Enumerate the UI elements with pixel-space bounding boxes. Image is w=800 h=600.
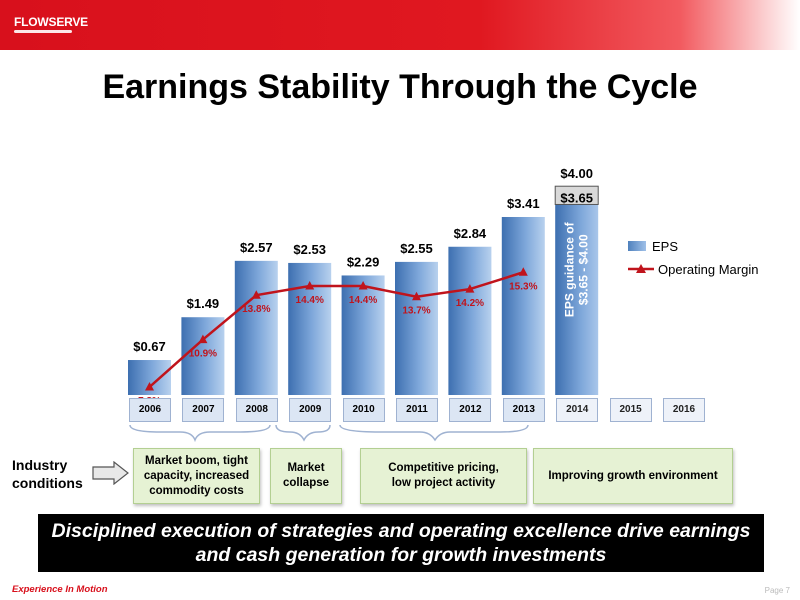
margin-label-2012: 14.2% — [456, 298, 484, 309]
message-banner: Disciplined execution of strategies and … — [38, 514, 764, 572]
condition-market-collapse: Market collapse — [270, 448, 342, 504]
legend-margin-line-icon — [628, 264, 654, 273]
flowserve-logo: FLOWSERVE — [14, 15, 88, 29]
eps-label-2012: $2.84 — [454, 226, 487, 241]
legend-item-eps: EPS — [628, 236, 758, 256]
eps-guidance-range — [554, 185, 599, 205]
eps-label-2010: $2.29 — [347, 254, 380, 269]
eps-bar-2010 — [341, 275, 385, 395]
year-label-2013: 2013 — [502, 398, 545, 422]
year-label-2016: 2016 — [663, 398, 705, 422]
chart-legend: EPS Operating Margin — [628, 236, 758, 282]
industry-conditions-text: Industry conditions — [12, 457, 83, 491]
header-bar: FLOWSERVE — [0, 0, 800, 50]
eps-label-2013: $3.41 — [507, 196, 540, 211]
year-label-2006: 2006 — [129, 398, 171, 422]
eps-bar-2008 — [234, 260, 278, 395]
operating-margin-line — [148, 271, 524, 388]
year-label-2009: 2009 — [289, 398, 332, 422]
margin-marker-2007 — [198, 334, 208, 344]
eps-label-2009: $2.53 — [293, 242, 326, 257]
eps-guidance-high-label: $4.00 — [560, 166, 593, 181]
eps-chart: $0.67 $1.49 $2.57 $2.53 $2.29 $2.55 $2.84 $3.41… — [128, 166, 599, 400]
condition-market-boom: Market boom, tight capacity, increased c… — [133, 448, 260, 504]
year-label-2014: 2014 — [556, 398, 599, 422]
margin-label-2008: 13.8% — [242, 304, 270, 315]
year-label-2007: 2007 — [182, 398, 225, 422]
margin-marker-2006 — [145, 382, 154, 391]
margin-marker-2009 — [305, 281, 315, 290]
year-label-2015: 2015 — [609, 398, 652, 422]
condition-brackets — [129, 424, 529, 443]
margin-marker-2010 — [358, 281, 368, 290]
eps-guidance-low-label: $3.65 — [560, 190, 593, 205]
industry-conditions-label: Industry conditions — [12, 456, 83, 492]
year-label-2008: 2008 — [235, 398, 278, 422]
margin-marker-2011 — [412, 291, 421, 301]
eps-bar-2012 — [448, 246, 492, 395]
year-label-2010: 2010 — [342, 398, 385, 422]
page-number: Page 7 — [764, 586, 790, 595]
eps-label-2007: $1.49 — [187, 296, 220, 311]
margin-label-2010: 14.4% — [349, 295, 377, 306]
eps-label-2006: $0.67 — [133, 339, 166, 354]
eps-bar-2007 — [181, 317, 225, 395]
year-label-2011: 2011 — [396, 398, 438, 422]
margin-label-2011: 13.7% — [402, 306, 430, 317]
legend-margin-label: Operating Margin — [658, 261, 759, 277]
legend-eps-label: EPS — [652, 238, 679, 254]
margin-marker-2013 — [518, 267, 528, 276]
legend-eps-swatch — [628, 241, 646, 251]
eps-label-2011: $2.55 — [400, 241, 433, 256]
margin-marker-2008 — [251, 290, 261, 299]
right-arrow-icon — [92, 461, 129, 485]
footer-tagline: Experience In Motion — [12, 584, 108, 595]
eps-guidance-text: EPS guidance of$3.65 - $4.00 — [563, 221, 591, 317]
eps-label-2008: $2.57 — [240, 240, 273, 255]
margin-marker-2012 — [465, 284, 475, 293]
eps-bar-2011 — [395, 261, 438, 395]
condition-competitive-pricing: Competitive pricing, low project activit… — [360, 448, 527, 504]
logo-swoosh-icon — [14, 30, 72, 33]
eps-guidance-bar — [555, 204, 599, 395]
legend-item-operating-margin: Operating Margin — [628, 259, 758, 279]
condition-improving-growth: Improving growth environment — [533, 448, 733, 504]
margin-label-2007: 10.9% — [189, 349, 217, 360]
margin-label-2009: 14.4% — [296, 295, 324, 306]
margin-label-2013: 15.3% — [509, 281, 537, 292]
eps-bar-2013 — [501, 216, 545, 395]
page-title: Earnings Stability Through the Cycle — [102, 68, 698, 106]
year-label-2012: 2012 — [449, 398, 492, 422]
